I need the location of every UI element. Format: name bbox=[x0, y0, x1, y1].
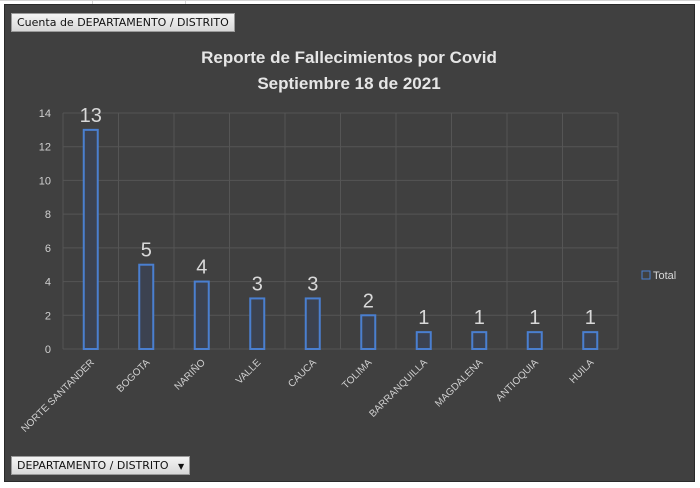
data-label: 3 bbox=[307, 273, 318, 295]
y-tick-label: 2 bbox=[45, 310, 51, 322]
bar bbox=[82, 128, 99, 350]
x-tick-label: CAUCA bbox=[286, 357, 319, 390]
y-tick-label: 0 bbox=[45, 344, 51, 356]
chart-title-line-1: Reporte de Fallecimientos por Covid bbox=[201, 48, 497, 67]
x-tick-label: HUILA bbox=[568, 357, 597, 386]
value-field-button[interactable]: Cuenta de DEPARTAMENTO / DISTRITO bbox=[11, 13, 235, 32]
y-tick-label: 14 bbox=[39, 108, 51, 120]
data-label: 5 bbox=[141, 240, 152, 262]
x-tick-label: TOLIMA bbox=[340, 357, 374, 391]
data-label: 4 bbox=[196, 257, 207, 279]
bar bbox=[360, 314, 377, 350]
legend-label-total[interactable]: Total bbox=[653, 270, 676, 282]
bar bbox=[415, 331, 432, 350]
bar bbox=[582, 331, 599, 350]
sheet-gridline bbox=[185, 0, 186, 4]
bar bbox=[304, 297, 321, 350]
data-label: 1 bbox=[529, 307, 540, 329]
y-tick-label: 10 bbox=[39, 175, 51, 187]
data-label: 3 bbox=[252, 273, 263, 295]
bar bbox=[471, 331, 488, 350]
bar bbox=[526, 331, 543, 350]
y-tick-label: 4 bbox=[45, 277, 51, 289]
y-tick-label: 8 bbox=[45, 209, 51, 221]
chart-canvas: Reporte de Fallecimientos por Covid Sept… bbox=[19, 48, 676, 435]
bar bbox=[193, 280, 210, 351]
data-label: 13 bbox=[80, 105, 102, 127]
triangle-down-icon: ▼ bbox=[178, 462, 185, 471]
bar bbox=[249, 297, 266, 350]
bar bbox=[138, 263, 155, 351]
x-tick-label: BARRANQUILLA bbox=[367, 357, 430, 420]
data-label: 1 bbox=[585, 307, 596, 329]
data-label: 2 bbox=[363, 290, 374, 312]
pivot-chart[interactable]: Reporte de Fallecimientos por Covid Sept… bbox=[4, 4, 695, 482]
data-label: 1 bbox=[474, 307, 485, 329]
x-tick-label: NARIÑO bbox=[171, 356, 208, 393]
sheet-gridline bbox=[92, 0, 93, 4]
x-tick-label: BOGOTA bbox=[115, 357, 153, 395]
x-tick-label: VALLE bbox=[234, 357, 264, 387]
x-tick-label: ANTIOQUIA bbox=[494, 357, 541, 404]
x-tick-label: NORTE SANTANDER bbox=[19, 357, 96, 434]
axis-field-label: DEPARTAMENTO / DISTRITO bbox=[17, 459, 169, 472]
x-tick-label: MAGDALENA bbox=[433, 357, 485, 409]
axis-field-button[interactable]: DEPARTAMENTO / DISTRITO ▼ bbox=[11, 456, 191, 475]
legend-swatch bbox=[641, 270, 651, 280]
data-label: 1 bbox=[418, 307, 429, 329]
chart-title-line-2: Septiembre 18 de 2021 bbox=[257, 74, 440, 93]
sheet-gridline bbox=[0, 0, 700, 1]
y-tick-label: 12 bbox=[39, 142, 51, 154]
y-tick-label: 6 bbox=[45, 243, 51, 255]
